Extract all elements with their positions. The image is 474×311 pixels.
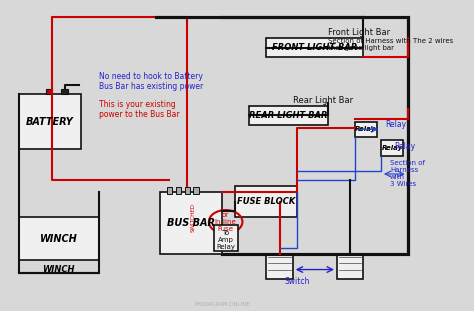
Text: FUSE BLOCK: FUSE BLOCK: [237, 197, 295, 206]
FancyBboxPatch shape: [167, 187, 172, 194]
FancyBboxPatch shape: [160, 193, 222, 254]
FancyBboxPatch shape: [266, 38, 364, 57]
FancyBboxPatch shape: [46, 89, 52, 94]
Text: REAR LIGHT BAR: REAR LIGHT BAR: [249, 111, 328, 120]
Text: Front Light Bar: Front Light Bar: [328, 28, 390, 37]
Text: BUS BAR: BUS BAR: [167, 218, 215, 228]
Text: Section of
Harness
with
3 Wires: Section of Harness with 3 Wires: [390, 160, 425, 188]
FancyBboxPatch shape: [355, 122, 377, 137]
FancyBboxPatch shape: [176, 187, 181, 194]
FancyBboxPatch shape: [381, 140, 403, 156]
FancyBboxPatch shape: [266, 254, 293, 279]
FancyBboxPatch shape: [236, 186, 297, 217]
FancyBboxPatch shape: [214, 225, 238, 251]
FancyBboxPatch shape: [193, 187, 199, 194]
Text: Relay: Relay: [394, 142, 415, 151]
Text: WINCH: WINCH: [43, 265, 75, 274]
FancyBboxPatch shape: [61, 89, 68, 94]
FancyBboxPatch shape: [19, 217, 99, 260]
Text: Rear Light Bar: Rear Light Bar: [293, 95, 353, 104]
Text: Relay: Relay: [385, 120, 407, 129]
Text: Relay: Relay: [382, 145, 403, 151]
Text: This is your existing
power to the Bus Bar: This is your existing power to the Bus B…: [99, 100, 179, 119]
Text: FRONT LIGHT BAR: FRONT LIGHT BAR: [272, 43, 357, 52]
Text: No need to hook to Battery
Bus Bar has existing power: No need to hook to Battery Bus Bar has e…: [99, 72, 203, 91]
FancyBboxPatch shape: [337, 254, 364, 279]
Text: or
In-line
Fuse: or In-line Fuse: [215, 212, 237, 232]
FancyBboxPatch shape: [19, 94, 81, 149]
FancyBboxPatch shape: [249, 106, 328, 125]
FancyBboxPatch shape: [184, 187, 190, 194]
Text: SWITCHED: SWITCHED: [191, 203, 196, 232]
Text: Switch: Switch: [284, 277, 310, 286]
Text: MYDIAGRAM.ONLINE: MYDIAGRAM.ONLINE: [194, 302, 250, 307]
Text: Section of Harness with The 2 wires
that go to light bar: Section of Harness with The 2 wires that…: [328, 38, 453, 51]
Text: Relay: Relay: [355, 126, 376, 132]
Text: To
Amp
Relay: To Amp Relay: [216, 230, 235, 250]
Text: WINCH: WINCH: [40, 234, 78, 244]
Text: BATTERY: BATTERY: [26, 117, 74, 127]
